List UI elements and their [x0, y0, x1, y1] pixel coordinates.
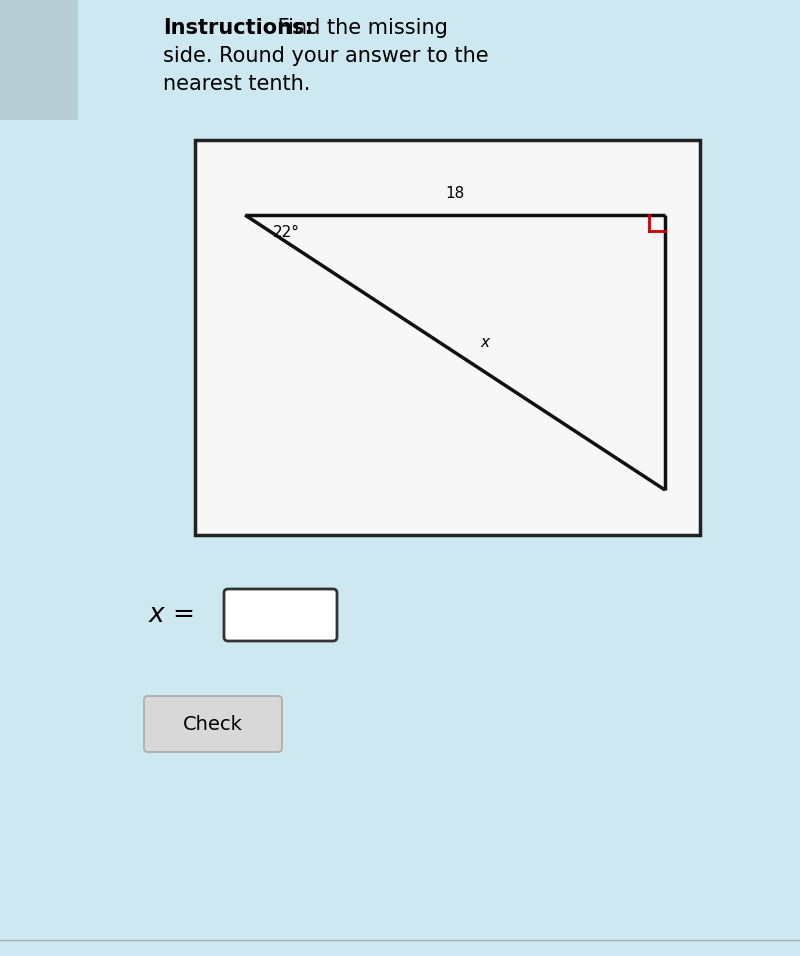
FancyBboxPatch shape	[224, 589, 337, 641]
Text: x: x	[481, 335, 490, 350]
Text: $x$ =: $x$ =	[148, 602, 194, 627]
Text: 22°: 22°	[273, 225, 300, 240]
Text: Instructions:: Instructions:	[163, 18, 313, 38]
Text: nearest tenth.: nearest tenth.	[163, 74, 310, 94]
Bar	[195, 140, 700, 535]
FancyBboxPatch shape	[144, 696, 282, 752]
Text: side. Round your answer to the: side. Round your answer to the	[163, 46, 489, 66]
Text: Check: Check	[183, 714, 243, 733]
Text: Find the missing: Find the missing	[271, 18, 448, 38]
Bar	[0, 0, 78, 120]
Text: 18: 18	[446, 186, 465, 201]
